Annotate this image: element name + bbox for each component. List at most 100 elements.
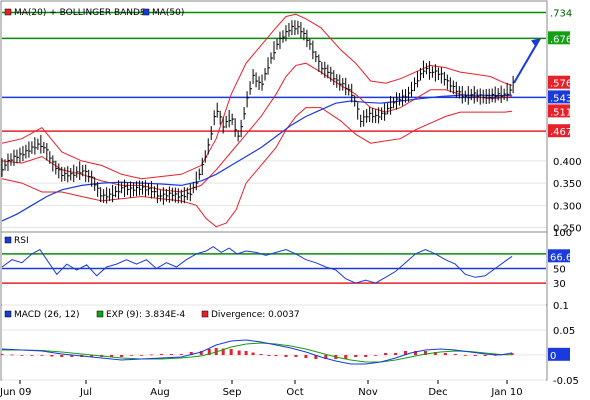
divergence-bar: [189, 352, 193, 355]
signal-line: [2, 342, 513, 363]
x-axis-label: Dec: [428, 387, 447, 398]
lower-bollinger-band: [1, 107, 513, 228]
x-axis-label: Nov: [358, 387, 378, 398]
price-level-tag-bg: [548, 31, 570, 45]
price-level-tag-text: .467: [550, 127, 572, 138]
divergence-bar: [510, 353, 514, 355]
divergence-bar: [433, 352, 437, 355]
price-level-tag-text: .676: [550, 34, 572, 45]
legend-swatch-rsi: [4, 236, 12, 244]
legend-divergence-label: Divergence: 0.0037: [211, 310, 300, 320]
x-axis-label: Sep: [223, 387, 242, 398]
legend-swatch-divergence: [201, 310, 209, 318]
price-legend: MA(20) + BOLLINGER BANDS MA(50): [4, 8, 184, 18]
divergence-bar: [60, 355, 64, 357]
price-marker-tag-text: .5115: [550, 107, 579, 118]
price-marker-tag-bg: [548, 75, 570, 89]
macd-tick-label: 0.1: [553, 301, 569, 312]
macd-marker-tag-bg: [548, 347, 570, 361]
legend-rsi-label: RSI: [14, 236, 29, 246]
divergence-bar: [90, 355, 94, 357]
divergence-bar: [423, 351, 427, 355]
price-level-tag: .734: [548, 5, 572, 20]
divergence-bar: [344, 355, 348, 359]
divergence-bar: [70, 355, 74, 357]
legend-swatch-macd: [4, 310, 12, 318]
divergence-bar: [130, 355, 134, 356]
rsi-legend: RSI: [4, 236, 29, 246]
price-level-tag-text: .734: [550, 9, 572, 20]
x-axis-label: Jun 09: [0, 387, 32, 398]
divergence-bar: [304, 355, 308, 358]
divergence-bar: [139, 355, 143, 356]
divergence-bar: [473, 355, 477, 356]
divergence-bar: [493, 355, 497, 356]
price-tick-label: 0.350: [553, 179, 582, 190]
price-panel-frame: [0, 0, 548, 233]
price-level-tag-bg: [548, 5, 570, 19]
divergence-bar: [259, 354, 263, 355]
x-axis-label: Jan 10: [490, 387, 522, 398]
rsi-line: [1, 245, 513, 284]
x-axis: Jun 09 Jul Aug Sep Oct Nov Dec Jan 10: [0, 380, 523, 398]
forecast-arrowhead: [531, 38, 541, 48]
divergence-bar: [221, 348, 225, 355]
grid-lines: [2, 160, 546, 381]
rsi-tick-label: 30: [553, 279, 566, 290]
divergence-bar: [453, 354, 457, 355]
price-level-tag: .543: [548, 90, 572, 104]
level-lines: [2, 11, 546, 284]
divergence-bar: [274, 355, 278, 356]
divergence-bar: [50, 355, 54, 357]
divergence-bar: [374, 355, 378, 356]
divergence-bar: [110, 355, 114, 357]
price-marker-tag-bg: [548, 104, 570, 118]
divergence-bar: [394, 353, 398, 355]
price-level-tag: .676: [548, 31, 572, 45]
divergence-bar: [237, 350, 241, 355]
divergence-bar: [120, 355, 124, 357]
legend-ma20-label: MA(20) + BOLLINGER BANDS: [14, 8, 146, 18]
divergence-bar: [244, 351, 248, 355]
divergence-bar: [10, 354, 14, 356]
divergence-bar: [413, 351, 417, 355]
legend-swatch-ma50: [142, 8, 150, 16]
divergence-bar: [251, 352, 255, 355]
divergence-bar: [179, 354, 183, 355]
divergence-bar: [284, 355, 288, 357]
macd-panel-frame: [0, 304, 548, 381]
divergence-bar: [267, 355, 271, 356]
price-level-tag-bg: [548, 90, 570, 104]
rsi-marker-tag: 66.67: [548, 249, 579, 263]
price-marker-tag: .576: [548, 75, 572, 90]
legend-swatch-ma20: [4, 8, 12, 16]
divergence-bar: [404, 351, 408, 355]
divergence-bar: [0, 354, 4, 355]
value-tags: .734 .676 .543 .467 .576 .5115 66.67 0: [548, 5, 579, 362]
divergence-bar: [40, 355, 44, 356]
macd-line: [1, 339, 513, 365]
divergence-bar: [483, 355, 487, 356]
price-level-tag-bg: [548, 124, 570, 138]
x-axis-label: Oct: [286, 387, 303, 398]
legend-macd-label: MACD (26, 12): [14, 310, 80, 320]
price-tick-label: 0.400: [553, 157, 582, 168]
divergence-bar: [354, 355, 358, 357]
x-axis-label: Jul: [79, 387, 92, 398]
divergence-bar: [149, 354, 153, 356]
divergence-bar: [20, 355, 24, 356]
macd-marker-tag: 0: [548, 347, 570, 362]
x-axis-label: Aug: [150, 387, 170, 398]
rsi-marker-tag-text: 66.67: [550, 252, 579, 263]
price-marker-tag: .5115: [548, 104, 579, 118]
rsi-marker-tag-bg: [548, 249, 570, 263]
divergence-bar: [443, 353, 447, 355]
rsi-tick-label: 100: [553, 228, 572, 239]
price-tick-label: 0.300: [553, 201, 582, 212]
legend-ma50-label: MA(50): [152, 8, 184, 18]
divergence-bar: [463, 355, 467, 356]
divergence-bar: [207, 349, 211, 355]
macd-tick-label: 0.05: [553, 326, 575, 337]
